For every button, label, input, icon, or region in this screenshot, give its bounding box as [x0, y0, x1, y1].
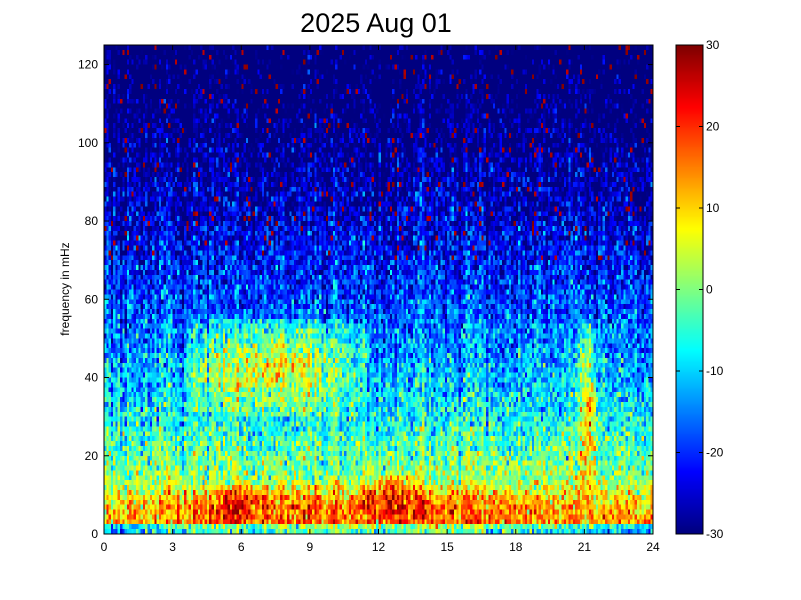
y-tick-label: 80 — [85, 214, 99, 228]
colorbar-tick-label: 20 — [706, 120, 720, 134]
x-tick-label: 15 — [440, 540, 454, 554]
colorbar-gradient — [676, 45, 703, 534]
chart-title: 2025 Aug 01 — [300, 8, 452, 38]
x-tick-label: 3 — [169, 540, 176, 554]
x-tick-label: 24 — [646, 540, 660, 554]
x-tick-label: 18 — [509, 540, 523, 554]
colorbar: -30 -20 -10 0 10 20 30 — [675, 38, 724, 541]
colorbar-ticks: -30 -20 -10 0 10 20 30 — [676, 38, 724, 541]
y-axis: 0 20 40 60 80 100 120 — [78, 58, 653, 541]
colorbar-tick-label: -10 — [706, 364, 724, 378]
heatmap-plot — [103, 44, 654, 535]
y-tick-label: 60 — [85, 292, 99, 306]
colorbar-tick-label: 10 — [706, 201, 720, 215]
heatmap-cells — [104, 45, 653, 534]
y-tick-label: 100 — [78, 136, 98, 150]
x-tick-label: 12 — [372, 540, 386, 554]
y-tick-label: 0 — [91, 527, 98, 541]
y-tick-label: 120 — [78, 58, 98, 72]
y-axis-label: frequency in mHz — [58, 242, 72, 335]
y-tick-label: 40 — [85, 371, 99, 385]
colorbar-tick-label: 30 — [706, 38, 720, 52]
x-tick-label: 6 — [238, 540, 245, 554]
y-tick-label: 20 — [85, 449, 99, 463]
x-tick-label: 21 — [578, 540, 592, 554]
colorbar-tick-label: -20 — [706, 446, 724, 460]
x-tick-label: 0 — [101, 540, 108, 554]
x-tick-label: 9 — [307, 540, 314, 554]
colorbar-tick-label: 0 — [706, 283, 713, 297]
x-axis: 0 3 6 9 12 15 18 21 24 — [101, 45, 660, 554]
colorbar-tick-label: -30 — [706, 527, 724, 541]
